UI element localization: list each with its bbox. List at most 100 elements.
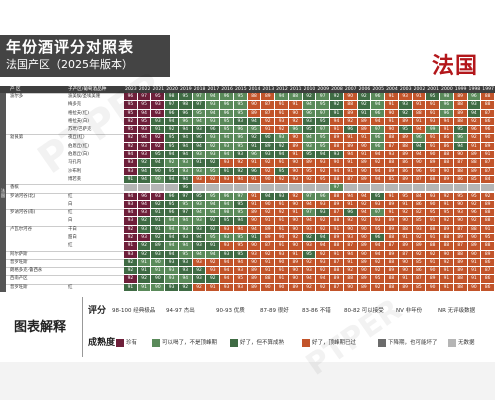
score-cell: 85	[467, 175, 482, 185]
score-cell: 87	[453, 225, 468, 234]
score-cell: 88	[261, 275, 276, 284]
score-cell: 91	[385, 209, 399, 218]
score-cell: 93	[233, 267, 248, 276]
score-cell: 92	[371, 159, 386, 168]
score-cell: 93	[151, 101, 166, 110]
score-cell: 91	[137, 283, 152, 292]
score-cell: 89	[385, 267, 399, 276]
score-cell: 94	[275, 151, 289, 160]
score-cell: 90	[151, 283, 166, 292]
score-cell: 90	[453, 217, 468, 226]
score-cell: 84	[481, 175, 495, 185]
score-cell: 91	[426, 134, 441, 143]
score-cell: 92	[302, 233, 317, 243]
region-label: 波尔多	[10, 94, 24, 99]
score-cell: 91	[481, 225, 495, 234]
score-cell: 95	[178, 250, 193, 259]
score-cell: 91	[151, 225, 166, 234]
score-cell: 89	[343, 109, 358, 118]
sub-region-label: 伯恩丘(白)	[68, 152, 89, 158]
score-cell: 94	[371, 117, 386, 127]
score-cell: 93	[192, 200, 207, 210]
score-cell: 89	[247, 109, 262, 118]
title-box: 年份酒评分对照表 法国产区（2025年版本）	[0, 35, 170, 77]
score-cell: 94	[178, 151, 193, 160]
score-cell: 94	[371, 242, 386, 251]
score-cell: 89	[357, 117, 372, 127]
score-cell: 94	[206, 200, 221, 210]
score-cell: 93	[192, 258, 207, 268]
score-cell: 92	[124, 258, 138, 268]
score-cell: 94	[178, 217, 193, 226]
sub-region-label: 苏玳/巴萨克	[68, 127, 92, 133]
score-cell: 94	[247, 225, 262, 234]
score-cell	[124, 184, 138, 193]
score-cell: 92	[165, 126, 179, 135]
score-cell: 96	[371, 109, 386, 118]
score-cell: 94	[192, 233, 207, 243]
score-cell: 92	[316, 283, 331, 292]
score-cell: 93	[343, 233, 358, 243]
score-cell: 94	[247, 117, 262, 127]
score-cell: 92	[316, 250, 331, 259]
score-cell: 89	[330, 134, 344, 143]
score-cell: 95	[302, 126, 317, 135]
score-cell: 90	[426, 151, 441, 160]
score-cell: 95	[124, 109, 138, 118]
score-cell: 88	[330, 142, 344, 152]
score-cell: 94	[192, 142, 207, 152]
score-cell: 91	[440, 275, 454, 284]
score-cell: 87	[385, 242, 399, 251]
score-cell: 95	[220, 117, 234, 127]
score-cell: 96	[220, 101, 234, 110]
score-cell: 92	[467, 117, 482, 127]
score-cell: 91	[275, 217, 289, 226]
year-header: 2006	[358, 87, 371, 92]
table-row: 朗格多克-鲁西永 92 91 91 93 93 92 93 94 93 89 91 91 90 93 92 88…	[0, 267, 495, 276]
score-cell: 92	[398, 209, 413, 218]
score-cell: 91	[206, 283, 221, 292]
score-cell: 88	[385, 134, 399, 143]
score-cell: 88	[453, 283, 468, 292]
score-cell: 92	[330, 93, 344, 102]
score-cell: 91	[288, 209, 303, 218]
score-cell	[288, 184, 303, 193]
score-cell: 98	[440, 93, 454, 102]
score-cell: 94	[137, 167, 152, 176]
score-cell: 89	[467, 242, 482, 251]
score-cell: 95	[233, 275, 248, 284]
score-cell: 89	[357, 175, 372, 185]
score-cell: 95	[426, 209, 441, 218]
score-cell: 93	[192, 225, 207, 234]
score-cell: 87	[398, 250, 413, 259]
table-row: 普罗旺斯红 91 91 90 93 92 92 91 93 93 89 90 90 89 92 92 87 90 8…	[0, 283, 495, 292]
score-cell: 91	[343, 258, 358, 268]
year-header: 2001	[427, 87, 439, 92]
score-cell: 85	[385, 175, 399, 185]
score-cell: 91	[124, 175, 138, 185]
region-label: 西南产区	[10, 276, 28, 282]
score-cell: 95	[137, 101, 152, 110]
score-cell: 96	[192, 134, 207, 143]
score-cell: 91	[385, 117, 399, 127]
sub-region-label: 博若莱	[68, 176, 82, 182]
score-cell: 90	[288, 134, 303, 143]
score-cell: 91	[412, 101, 427, 110]
score-cell: 86	[481, 117, 495, 127]
score-cell: 89	[330, 200, 344, 210]
score-cell: 89	[247, 267, 262, 276]
score-cell	[233, 184, 248, 193]
score-cell: 97	[233, 192, 248, 201]
score-cell: 93	[206, 101, 221, 110]
score-cell: 86	[453, 175, 468, 185]
score-cell: 89	[302, 159, 317, 168]
score-cell: 94	[330, 117, 344, 127]
score-cell: 92	[206, 258, 221, 268]
score-cell: 93	[316, 209, 331, 218]
score-cell: 91	[151, 267, 166, 276]
score-cell: 96	[178, 184, 193, 193]
score-cell: 94	[343, 151, 358, 160]
score-cell: 94	[220, 275, 234, 284]
maturity-label: 珍有	[126, 340, 138, 346]
score-cell: 95	[440, 209, 454, 218]
